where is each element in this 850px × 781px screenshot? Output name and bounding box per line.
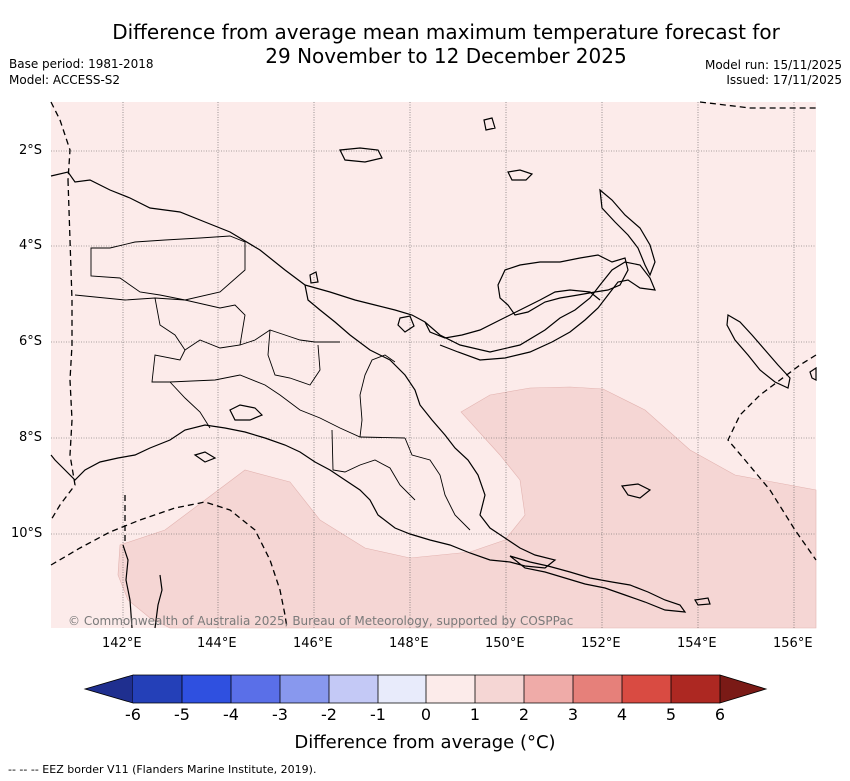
- colorbar-bin: [329, 675, 378, 703]
- lon-label: 148°E: [389, 636, 429, 651]
- cape-york-coastline: [122, 544, 133, 629]
- colorbar-label: -1: [370, 705, 386, 724]
- colorbar-label: -4: [223, 705, 239, 724]
- province-borders: [74, 235, 471, 531]
- colorbar-bin: [671, 675, 720, 703]
- colorbar-bin: [573, 675, 622, 703]
- colorbar-bin: [133, 675, 182, 703]
- new-ireland-coastline: [599, 188, 656, 277]
- copyright-credit: © Commonwealth of Australia 2025, Bureau…: [68, 614, 574, 628]
- lon-label: 154°E: [677, 636, 717, 651]
- huon-peninsula: [424, 289, 601, 339]
- map-title-line2: 29 November to 12 December 2025: [265, 44, 627, 68]
- map-title-line1: Difference from average mean maximum tem…: [112, 20, 780, 44]
- colorbar-bin: [378, 675, 426, 703]
- lon-label: 152°E: [581, 636, 621, 651]
- colorbar-label: 6: [714, 705, 726, 724]
- manus-coastline: [339, 147, 383, 163]
- colorbar-bin: [426, 675, 475, 703]
- lon-label: 144°E: [197, 636, 237, 651]
- graticule: [51, 102, 816, 628]
- lon-label: 150°E: [485, 636, 525, 651]
- colorbar-bin: [622, 675, 671, 703]
- model-run-text: Model run: 15/11/2025: [704, 58, 842, 72]
- milne-bay-islands: [509, 555, 687, 613]
- model-text: Model: ACCESS-S2: [9, 73, 121, 87]
- colorbar-label: -2: [321, 705, 337, 724]
- colorbar: [83, 674, 768, 704]
- colorbar-extend-high: [719, 674, 768, 704]
- lat-label: 8°S: [19, 430, 43, 445]
- colorbar-label: 1: [469, 705, 481, 724]
- colorbar-bin: [231, 675, 280, 703]
- lat-label: 4°S: [19, 238, 43, 253]
- colorbar-title: Difference from average (°C): [294, 732, 556, 753]
- new-britain-coastline: [497, 254, 629, 316]
- new-guinea-coastline: [50, 171, 557, 569]
- colorbar-label: -6: [125, 705, 141, 724]
- lat-label: 2°S: [19, 143, 43, 158]
- coastlines: [50, 117, 817, 629]
- colorbar-label: 3: [567, 705, 579, 724]
- colorbar-bin: [475, 675, 524, 703]
- lon-label: 146°E: [293, 636, 333, 651]
- colorbar-label: 0: [420, 705, 432, 724]
- colorbar-label: 2: [518, 705, 530, 724]
- issued-text: Issued: 17/11/2025: [726, 73, 842, 87]
- eez-footnote: -- -- -- EEZ border V11 (Flanders Marine…: [8, 763, 317, 776]
- base-period-text: Base period: 1981-2018: [9, 57, 154, 71]
- colorbar-label: 5: [665, 705, 677, 724]
- colorbar-label: 4: [616, 705, 628, 724]
- lat-label: 6°S: [19, 334, 43, 349]
- colorbar-label: -5: [174, 705, 190, 724]
- png-north-coast: [304, 261, 656, 361]
- lon-label: 142°E: [102, 636, 142, 651]
- colorbar-bin: [524, 675, 573, 703]
- colorbar-label: -3: [272, 705, 288, 724]
- eez-borders: [50, 101, 817, 629]
- bougainville-coastline: [726, 314, 791, 389]
- anomaly-region-1-2: [117, 386, 817, 629]
- lon-label: 156°E: [773, 636, 813, 651]
- lat-label: 10°S: [11, 526, 43, 541]
- colorbar-extend-low: [83, 674, 134, 704]
- colorbar-bin: [280, 675, 329, 703]
- colorbar-bin: [182, 675, 231, 703]
